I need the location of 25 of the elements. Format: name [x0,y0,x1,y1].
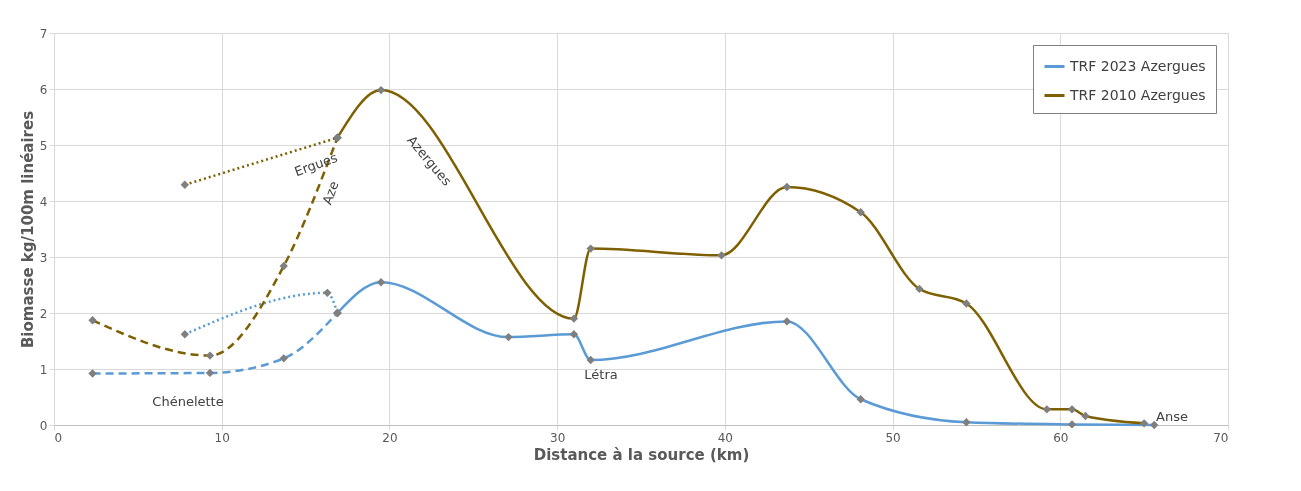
y-axis-title: Biomasse kg/100m linéaires [18,110,37,349]
x-tick-label: 10 [214,430,230,445]
legend-label: TRF 2010 Azergues [1069,86,1206,103]
annotation: Anse [1156,409,1188,424]
x-tick-label: 20 [382,430,398,445]
y-tick-label: 2 [39,306,48,321]
x-tick-label: 30 [550,430,566,445]
annotation: Ergues [292,149,340,180]
x-tick-label: 40 [717,430,733,445]
y-tick-label: 4 [39,194,48,209]
annotation: Létra [584,367,618,382]
annotation: Chénelette [152,394,224,409]
y-tick-label: 1 [39,362,48,377]
x-tick-label: 70 [1213,430,1229,445]
y-tick-label: 6 [39,82,48,97]
y-tick-label: 7 [39,26,48,41]
x-axis-title: Distance à la source (km) [533,445,750,464]
y-tick-label: 3 [39,250,48,265]
x-tick-label: 0 [54,430,63,445]
annotation: Aze [319,179,342,207]
legend-label: TRF 2023 Azergues [1069,57,1206,74]
y-tick-label: 5 [39,138,48,153]
x-tick-label: 60 [1053,430,1069,445]
y-tick-label: 0 [39,418,48,433]
x-tick-label: 50 [885,430,901,445]
